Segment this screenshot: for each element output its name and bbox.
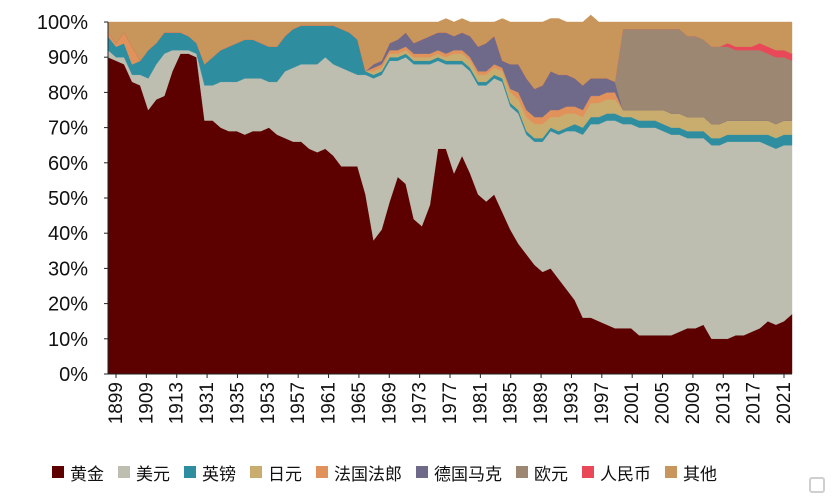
x-tick-label: 1981 — [470, 382, 491, 424]
x-tick-label: 2005 — [653, 382, 674, 424]
legend-label: 日元 — [268, 464, 302, 485]
watermark-icon — [809, 477, 825, 493]
legend-label: 人民币 — [600, 464, 651, 485]
x-tick-label: 1935 — [227, 382, 248, 424]
legend-swatch — [516, 466, 528, 478]
y-tick-labels: 0% 10% 20% 30% 40% 50% 60% 70% 80% 90% 100% — [37, 12, 88, 386]
y-tick-label: 30% — [48, 258, 88, 280]
x-tick-label: 1969 — [379, 382, 400, 424]
x-tick-label: 1993 — [561, 382, 582, 424]
x-tick-label: 1909 — [136, 382, 157, 424]
y-tick-label: 80% — [48, 82, 88, 104]
legend-swatch — [52, 466, 64, 478]
legend-label: 法国法郎 — [334, 464, 402, 485]
legend-item-2: 英镑 — [184, 460, 236, 485]
area-series-group — [107, 14, 793, 375]
axes — [104, 21, 792, 378]
y-tick-label: 20% — [48, 294, 88, 316]
legend-swatch — [250, 466, 262, 478]
x-tick-label: 1977 — [440, 382, 461, 424]
x-tick-label: 2009 — [683, 382, 704, 424]
legend-item-7: 人民币 — [582, 460, 651, 485]
x-tick-label: 1985 — [501, 382, 522, 424]
y-tick-label: 50% — [48, 188, 88, 210]
y-tick-label: 40% — [48, 223, 88, 245]
legend-swatch — [416, 466, 428, 478]
y-tick-label: 100% — [37, 12, 88, 34]
legend-item-8: 其他 — [665, 460, 717, 485]
x-tick-label: 2013 — [713, 382, 734, 424]
x-tick-label: 1957 — [288, 382, 309, 424]
x-tick-label: 1965 — [349, 382, 370, 424]
x-tick-label: 2001 — [622, 382, 643, 424]
x-tick-label: 2017 — [744, 382, 765, 424]
y-tick-label: 60% — [48, 153, 88, 175]
legend-swatch — [184, 466, 196, 478]
x-tick-label: 1989 — [531, 382, 552, 424]
x-tick-label: 1997 — [592, 382, 613, 424]
legend-label: 其他 — [683, 464, 717, 485]
legend-swatch — [582, 466, 594, 478]
x-tick-label: 1973 — [410, 382, 431, 424]
y-tick-label: 90% — [48, 47, 88, 69]
legend-swatch — [316, 466, 328, 478]
legend-label: 德国马克 — [434, 464, 502, 485]
legend-item-1: 美元 — [118, 460, 170, 485]
x-tick-label: 1961 — [319, 382, 340, 424]
y-tick-label: 10% — [48, 329, 88, 351]
area-series-8 — [107, 14, 793, 90]
watermark-logo — [809, 477, 829, 493]
legend-label: 黄金 — [70, 464, 104, 485]
x-tick-label: 1931 — [197, 382, 218, 424]
legend-item-6: 欧元 — [516, 460, 568, 485]
legend-item-4: 法国法郎 — [316, 460, 402, 485]
legend-item-3: 日元 — [250, 460, 302, 485]
y-tick-label: 70% — [48, 118, 88, 140]
legend: 黄金 美元 英镑 日元 法国法郎 德国马克 欧元 人民币 其他 — [52, 458, 731, 486]
legend-label: 欧元 — [534, 464, 568, 485]
legend-swatch — [118, 466, 130, 478]
x-tick-label: 2021 — [774, 382, 795, 424]
x-tick-label: 1953 — [258, 382, 279, 424]
x-tick-label: 1899 — [106, 382, 127, 424]
legend-swatch — [665, 466, 677, 478]
y-tick-label: 0% — [59, 364, 88, 386]
legend-label: 英镑 — [202, 464, 236, 485]
x-tick-label: 1913 — [167, 382, 188, 424]
legend-item-0: 黄金 — [52, 460, 104, 485]
x-tick-labels: 1899 1909 1913 1931 1935 1953 1957 1961 1965 1969… — [106, 382, 795, 424]
legend-item-5: 德国马克 — [416, 460, 502, 485]
legend-label: 美元 — [136, 464, 170, 485]
